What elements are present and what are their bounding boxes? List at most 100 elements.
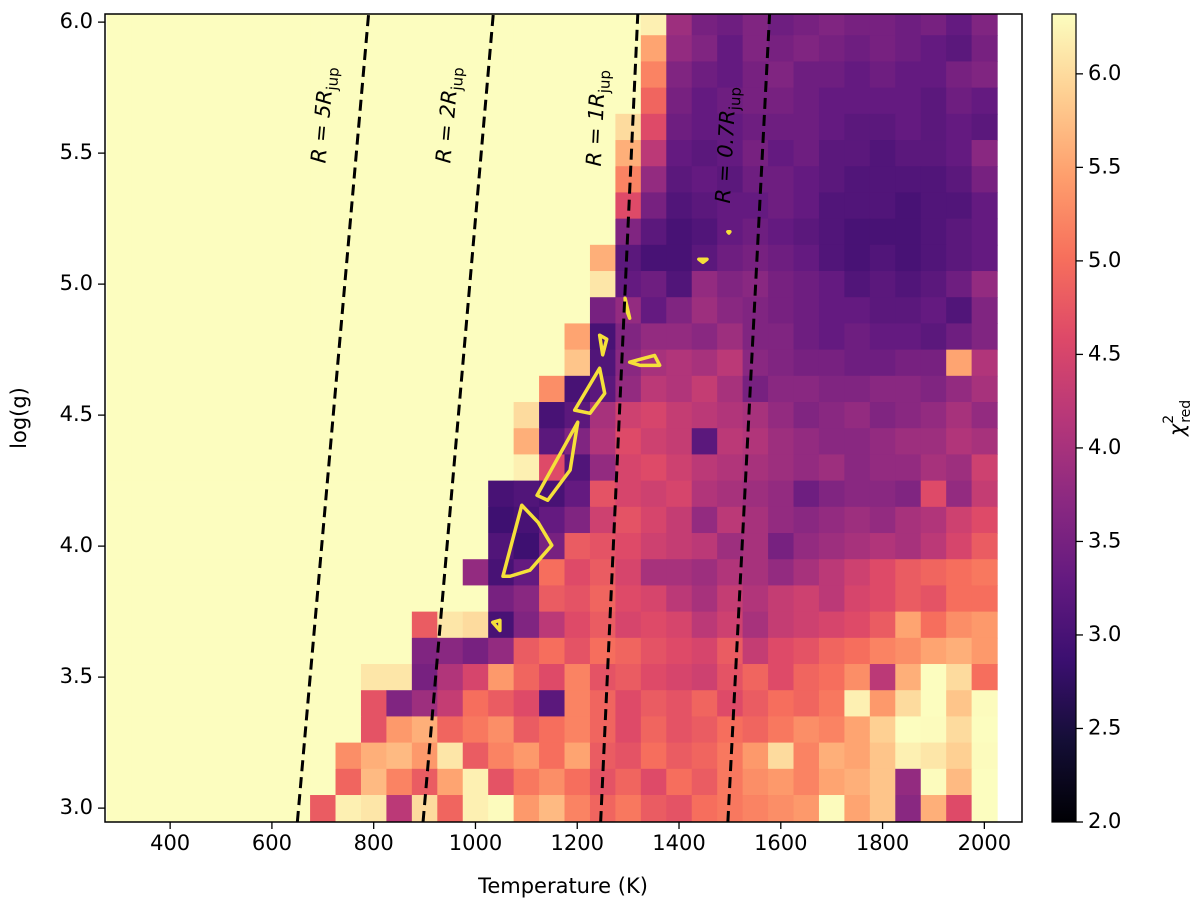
heatmap-cell	[437, 35, 464, 63]
heatmap-cell	[869, 664, 896, 691]
heatmap-cell	[691, 297, 718, 325]
heatmap-cell	[564, 192, 591, 220]
heatmap-cell	[869, 402, 896, 429]
heatmap-cell	[640, 35, 667, 63]
heatmap-cell	[691, 14, 718, 36]
heatmap-cell	[259, 140, 286, 167]
heatmap-cell	[640, 297, 667, 325]
heatmap-cell	[386, 690, 413, 718]
heatmap-cell	[615, 585, 642, 613]
heatmap-cell	[386, 768, 413, 796]
heatmap-cell	[793, 192, 820, 220]
heatmap-cell	[437, 349, 464, 377]
heatmap-cell	[920, 742, 947, 770]
heatmap-cell	[208, 402, 235, 429]
heatmap-cell	[691, 742, 718, 770]
heatmap-cell	[360, 218, 388, 246]
heatmap-cell	[335, 480, 362, 508]
heatmap-cell	[131, 637, 159, 665]
heatmap-cell	[844, 87, 871, 115]
contour	[726, 229, 732, 235]
heatmap-cell	[208, 637, 235, 665]
heatmap-cell	[539, 35, 566, 63]
heatmap-cell	[971, 61, 998, 89]
heatmap-cell	[360, 140, 388, 167]
heatmap-cell	[589, 611, 617, 639]
heatmap-cell	[946, 454, 973, 482]
heatmap-cell	[691, 559, 718, 587]
heatmap-cell	[818, 742, 846, 770]
heatmap-cell	[844, 480, 871, 508]
heatmap-cell	[386, 166, 413, 194]
heatmap-cell	[946, 559, 973, 587]
x-tick-label: 1600	[754, 831, 807, 855]
heatmap-cell	[233, 61, 260, 89]
heatmap-cell	[691, 87, 718, 115]
heatmap-cell	[488, 559, 515, 587]
heatmap-cell	[971, 742, 998, 770]
heatmap-cell	[335, 664, 362, 691]
heatmap-cell	[233, 585, 260, 613]
contour	[597, 333, 609, 357]
heatmap-cell	[386, 218, 413, 246]
heatmap-cell	[971, 402, 998, 429]
heatmap-cell	[284, 454, 311, 482]
heatmap-cell	[182, 454, 209, 482]
heatmap-cell	[513, 768, 540, 796]
heatmap-cell	[717, 140, 744, 167]
heatmap-cell	[386, 192, 413, 220]
heatmap-cell	[157, 166, 184, 194]
heatmap-cell	[360, 166, 388, 194]
heatmap-cell	[768, 768, 795, 796]
heatmap-cell	[284, 637, 311, 665]
heatmap-cell	[131, 428, 159, 456]
heatmap-cell	[488, 218, 515, 246]
heatmap-cell	[310, 87, 337, 115]
heatmap-cell	[182, 349, 209, 377]
heatmap-cell	[539, 664, 566, 691]
heatmap-cell	[742, 402, 769, 429]
heatmap-cell	[157, 271, 184, 298]
heatmap-cell	[386, 454, 413, 482]
heatmap-cell	[793, 113, 820, 141]
heatmap-cell	[640, 716, 667, 744]
heatmap-cell	[386, 87, 413, 115]
heatmap-cell	[411, 611, 438, 639]
heatmap-cell	[539, 690, 566, 718]
heatmap-cell	[131, 716, 159, 744]
heatmap-cell	[513, 61, 540, 89]
heatmap-cell	[895, 375, 922, 403]
heatmap-cell	[920, 585, 947, 613]
heatmap-cell	[615, 428, 642, 456]
heatmap-cell	[691, 61, 718, 89]
heatmap-cell	[513, 35, 540, 63]
heatmap-cell	[131, 533, 159, 560]
heatmap-cell	[691, 795, 718, 822]
heatmap-cell	[437, 664, 464, 691]
heatmap-cell	[844, 323, 871, 351]
heatmap-cell	[768, 244, 795, 272]
heatmap-cell	[208, 375, 235, 403]
heatmap-cell	[742, 585, 769, 613]
heatmap-cell	[462, 768, 489, 796]
heatmap-cell	[411, 113, 438, 141]
heatmap-cell	[615, 244, 642, 272]
heatmap-cell	[360, 480, 388, 508]
heatmap-cell	[437, 61, 464, 89]
heatmap-cell	[360, 506, 388, 534]
heatmap-cell	[259, 585, 286, 613]
heatmap-cell	[844, 402, 871, 429]
heatmap-cell	[793, 428, 820, 456]
heatmap-cell	[971, 375, 998, 403]
heatmap-cell	[615, 480, 642, 508]
heatmap-cell	[386, 428, 413, 456]
colorbar-label-main: χ	[1165, 422, 1189, 437]
heatmap-cell	[284, 506, 311, 534]
heatmap-cell	[920, 716, 947, 744]
heatmap-cell	[462, 533, 489, 560]
heatmap-cell	[182, 14, 209, 36]
heatmap-cell	[920, 271, 947, 298]
heatmap-cell	[182, 428, 209, 456]
heatmap-cell	[818, 323, 846, 351]
heatmap-cell	[182, 690, 209, 718]
